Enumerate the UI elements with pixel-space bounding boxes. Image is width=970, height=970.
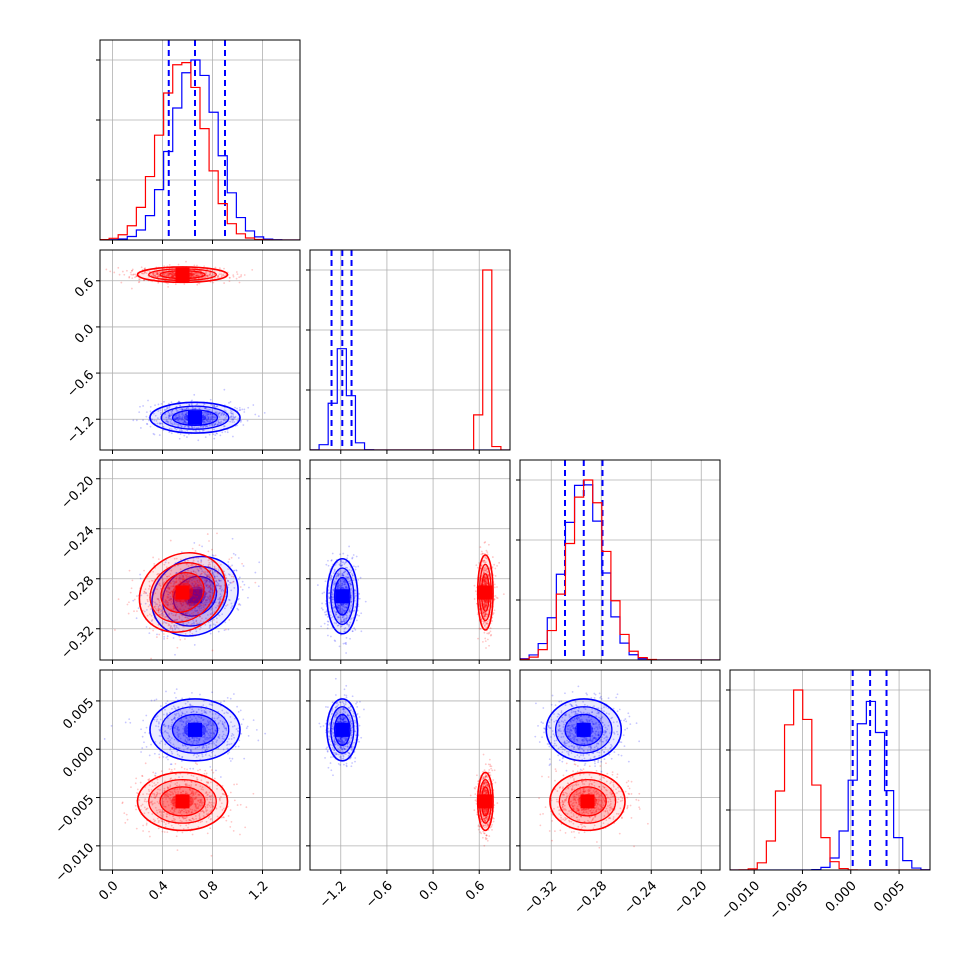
histogram-series-1 bbox=[310, 269, 510, 450]
histogram-series-1 bbox=[730, 689, 930, 870]
x-tick-label: −0.010 bbox=[719, 878, 764, 923]
panel-1-2 bbox=[306, 459, 511, 664]
density-peak bbox=[175, 585, 190, 600]
density-peak bbox=[335, 589, 350, 604]
panel-frame bbox=[519, 669, 721, 871]
y-tick-label: −0.32 bbox=[59, 623, 98, 662]
y-tick-label: −0.010 bbox=[53, 841, 98, 886]
panel-1-1 bbox=[306, 249, 511, 454]
panel-frame bbox=[309, 249, 511, 451]
density-peak bbox=[188, 722, 202, 737]
panel-frame bbox=[99, 669, 301, 871]
panel-frame bbox=[519, 459, 721, 661]
x-tick-label: −0.32 bbox=[522, 878, 561, 917]
panel-frame bbox=[309, 669, 511, 871]
y-tick-label: −0.28 bbox=[59, 573, 98, 612]
y-tick-label: −0.20 bbox=[59, 473, 98, 512]
panel-frame bbox=[99, 39, 301, 241]
panel-0-1 bbox=[96, 249, 301, 454]
x-tick-label: −0.28 bbox=[572, 878, 611, 917]
panel-frame bbox=[99, 459, 301, 661]
y-tick-label: −1.2 bbox=[64, 414, 97, 447]
x-tick-label: 0.4 bbox=[146, 878, 171, 903]
y-tick-label: 0.005 bbox=[60, 696, 97, 733]
y-tick-label: −0.24 bbox=[59, 523, 98, 562]
density-peak bbox=[478, 585, 493, 600]
panel-frame bbox=[99, 249, 301, 451]
y-tick-label: 0.000 bbox=[60, 744, 97, 781]
y-tick-label: 0.6 bbox=[72, 275, 97, 300]
y-tick-label: −0.6 bbox=[64, 368, 97, 401]
x-tick-label: 0.005 bbox=[871, 878, 908, 915]
panel-frame bbox=[729, 669, 931, 871]
panel-1-3 bbox=[306, 669, 511, 874]
panel-0-3 bbox=[96, 669, 301, 874]
y-tick-label: −0.005 bbox=[53, 792, 98, 837]
density-peak bbox=[478, 794, 493, 809]
density-peak bbox=[580, 794, 595, 809]
x-tick-label: −0.6 bbox=[363, 878, 396, 911]
panel-frame bbox=[309, 459, 511, 661]
panel-0-0 bbox=[96, 39, 301, 244]
density-peak bbox=[175, 267, 190, 282]
x-tick-label: 0.8 bbox=[196, 878, 221, 903]
x-tick-label: 0.0 bbox=[417, 878, 442, 903]
panel-0-2 bbox=[96, 459, 301, 664]
histogram-series-0 bbox=[310, 348, 510, 450]
histogram-series-1 bbox=[100, 61, 300, 240]
x-tick-label: 0.0 bbox=[96, 878, 121, 903]
x-tick-label: −0.24 bbox=[622, 878, 661, 917]
density-peak bbox=[335, 722, 350, 737]
density-peak bbox=[188, 410, 202, 425]
x-tick-label: −0.005 bbox=[767, 878, 812, 923]
x-tick-label: 0.6 bbox=[463, 878, 488, 903]
x-tick-label: 1.2 bbox=[246, 878, 271, 903]
histogram-series-1 bbox=[520, 479, 720, 660]
x-tick-label: −1.2 bbox=[317, 878, 350, 911]
density-peak bbox=[576, 722, 591, 737]
panel-3-3 bbox=[726, 669, 931, 874]
x-tick-label: −0.20 bbox=[672, 878, 711, 917]
histogram-series-0 bbox=[730, 700, 930, 870]
density-peak bbox=[175, 794, 190, 809]
panel-2-2 bbox=[516, 459, 721, 664]
histogram-series-0 bbox=[100, 59, 300, 240]
panel-2-3 bbox=[516, 669, 721, 874]
x-tick-label: 0.000 bbox=[823, 878, 860, 915]
y-tick-label: 0.0 bbox=[72, 322, 97, 347]
